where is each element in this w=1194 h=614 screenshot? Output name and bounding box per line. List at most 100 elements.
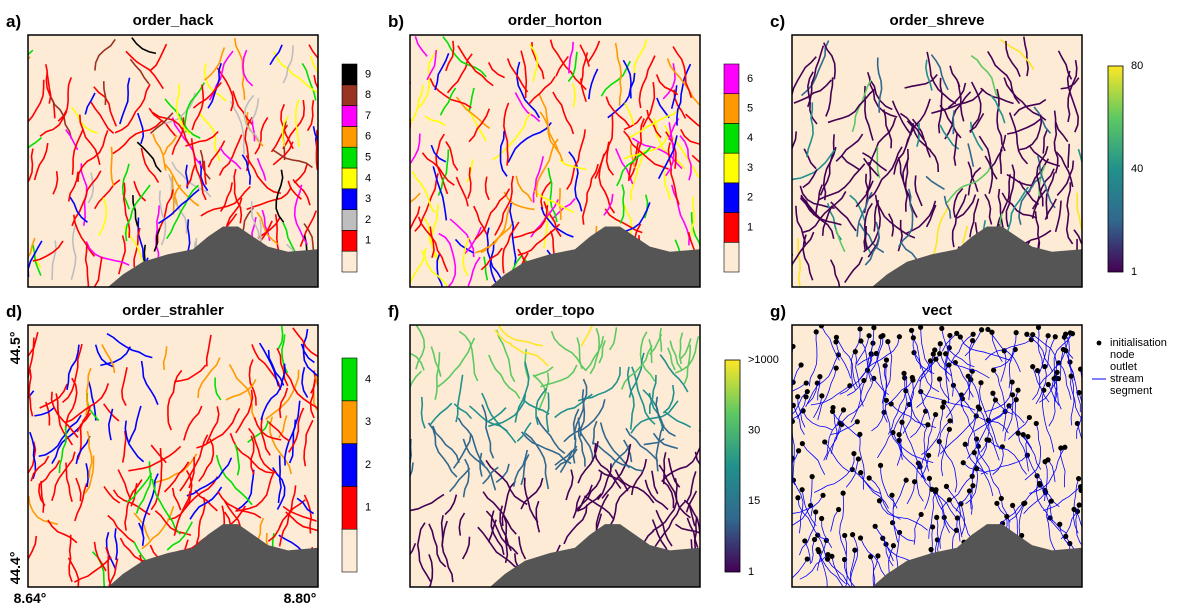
stream xyxy=(313,74,318,90)
stream xyxy=(817,163,866,201)
stream xyxy=(93,86,118,127)
stream xyxy=(458,330,479,382)
stream xyxy=(876,146,881,179)
stream xyxy=(118,235,126,275)
stream xyxy=(270,124,289,153)
stream xyxy=(299,210,318,247)
stream xyxy=(892,522,915,542)
stream xyxy=(884,400,903,461)
stream xyxy=(540,180,553,210)
stream xyxy=(792,364,802,387)
stream xyxy=(423,217,440,263)
node xyxy=(1021,501,1027,507)
node xyxy=(829,553,835,559)
node xyxy=(926,452,932,458)
stream xyxy=(294,99,300,147)
stream xyxy=(643,438,665,446)
node xyxy=(1042,363,1048,370)
stream xyxy=(797,238,801,287)
stream xyxy=(1048,372,1058,427)
stream xyxy=(1031,189,1047,210)
stream xyxy=(314,131,318,152)
stream xyxy=(940,406,979,455)
stream xyxy=(524,348,530,381)
node xyxy=(815,532,821,538)
stream xyxy=(455,176,469,207)
stream xyxy=(967,167,982,196)
node xyxy=(852,547,858,553)
stream xyxy=(522,399,550,415)
stream xyxy=(411,171,436,214)
stream xyxy=(488,354,521,399)
stream xyxy=(993,369,1007,432)
stream xyxy=(863,225,867,250)
colorbar-block xyxy=(341,250,358,273)
stream xyxy=(881,341,893,404)
stream xyxy=(584,495,615,520)
stream xyxy=(799,554,829,580)
stream xyxy=(171,117,185,155)
stream xyxy=(204,47,226,81)
node xyxy=(941,514,947,521)
stream xyxy=(445,40,455,72)
node xyxy=(978,380,984,386)
stream xyxy=(810,385,851,406)
stream xyxy=(559,159,587,171)
stream xyxy=(140,360,159,405)
stream xyxy=(151,478,182,535)
node xyxy=(946,426,952,432)
stream xyxy=(904,74,938,89)
node xyxy=(1056,360,1062,366)
stream xyxy=(246,186,293,211)
node xyxy=(850,532,856,538)
stream xyxy=(943,195,952,219)
stream xyxy=(196,407,241,449)
node xyxy=(970,483,976,489)
panel-label: c) xyxy=(770,12,785,31)
stream xyxy=(28,368,34,417)
stream xyxy=(250,435,255,475)
node xyxy=(927,358,934,364)
stream xyxy=(863,202,873,250)
stream xyxy=(804,540,811,564)
stream xyxy=(495,463,510,483)
stream xyxy=(868,76,898,118)
stream xyxy=(884,379,914,406)
stream xyxy=(887,213,895,237)
stream xyxy=(171,487,182,511)
node xyxy=(943,483,950,489)
node xyxy=(877,462,884,468)
stream xyxy=(162,346,168,370)
stream xyxy=(811,539,815,564)
node xyxy=(1006,403,1012,409)
stream xyxy=(74,482,88,522)
stream xyxy=(436,252,443,287)
stream xyxy=(1047,459,1056,483)
stream xyxy=(195,497,206,544)
stream xyxy=(452,433,472,469)
stream xyxy=(948,364,954,397)
stream xyxy=(250,98,260,122)
stream xyxy=(839,493,847,556)
stream xyxy=(448,467,471,493)
stream xyxy=(923,424,929,472)
stream xyxy=(792,149,836,181)
stream xyxy=(282,99,305,150)
stream xyxy=(896,434,902,466)
node xyxy=(840,490,846,496)
colorbar-block xyxy=(341,188,358,210)
stream xyxy=(926,51,957,105)
stream xyxy=(1046,336,1056,368)
stream xyxy=(183,405,203,441)
stream xyxy=(86,430,93,478)
stream xyxy=(107,514,135,544)
node xyxy=(910,377,916,383)
stream xyxy=(84,92,96,115)
lon-label: 8.64° xyxy=(14,590,47,606)
stream xyxy=(565,469,574,501)
stream xyxy=(648,392,660,415)
stream xyxy=(554,450,573,466)
stream xyxy=(913,514,922,545)
stream xyxy=(999,134,1007,174)
stream xyxy=(793,480,804,534)
